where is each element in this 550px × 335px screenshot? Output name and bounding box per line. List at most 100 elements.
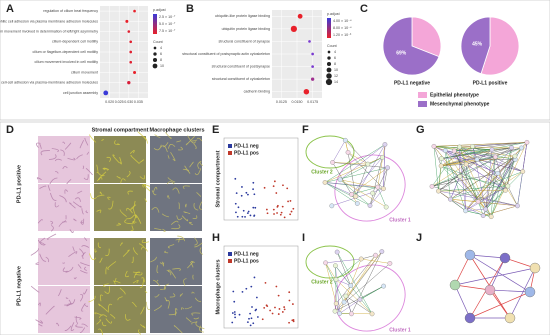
panel-letter: H <box>212 232 220 244</box>
network-edge <box>450 156 516 200</box>
network-node <box>475 199 481 205</box>
legend-label: PD-L1 neg <box>234 143 259 149</box>
texture <box>141 277 145 283</box>
texture <box>30 248 39 256</box>
volcano-point <box>235 211 237 214</box>
network-edge <box>459 146 506 191</box>
texture <box>73 218 77 222</box>
volcano-point <box>281 205 284 208</box>
x-tick-label: 0.035 <box>134 100 143 104</box>
cluster-outline <box>305 135 355 169</box>
network-node <box>438 163 444 169</box>
dot <box>311 65 314 68</box>
legend-swatch <box>418 101 427 107</box>
texture <box>194 168 202 176</box>
network-node <box>439 156 444 161</box>
texture <box>150 256 157 263</box>
volcano-point <box>233 300 236 303</box>
texture <box>57 289 62 297</box>
network-node <box>349 192 354 197</box>
dot <box>133 9 136 13</box>
texture <box>99 191 103 195</box>
texture <box>154 134 161 138</box>
network-edge <box>336 251 351 286</box>
texture <box>119 287 126 295</box>
network-edge <box>335 265 373 314</box>
network-edge <box>340 179 387 208</box>
network-node <box>463 208 468 214</box>
pie-name: PD-L1 positive <box>473 80 508 86</box>
network-node <box>345 150 351 155</box>
row-label: PD-L1 positive <box>16 165 22 203</box>
texture <box>131 200 136 210</box>
network-edge <box>441 165 506 191</box>
texture <box>125 270 130 278</box>
texture <box>129 149 135 154</box>
size-key-label: 4 <box>160 46 162 50</box>
network-node <box>470 144 475 149</box>
network-edge <box>465 210 492 217</box>
legend-swatch <box>228 252 232 256</box>
micrograph <box>150 238 202 285</box>
dot <box>308 40 311 43</box>
texture <box>49 177 58 185</box>
dot <box>127 80 131 85</box>
network-edge <box>433 142 527 147</box>
texture <box>84 304 88 307</box>
volcano-point <box>254 206 257 209</box>
network-node <box>354 201 360 206</box>
volcano-point <box>292 207 295 210</box>
size-key <box>152 57 158 63</box>
volcano-point <box>275 285 278 288</box>
network-edge <box>431 164 467 187</box>
network-node <box>489 147 495 152</box>
size-key <box>326 67 332 73</box>
pie-slice <box>460 16 491 75</box>
volcano-point <box>287 200 289 203</box>
network-edge <box>504 257 536 269</box>
network-edge <box>454 284 491 291</box>
cluster-outline <box>334 264 406 332</box>
texture <box>176 140 182 143</box>
texture <box>199 247 204 255</box>
dot <box>297 13 303 19</box>
texture <box>170 151 176 162</box>
colorbar <box>153 14 157 34</box>
network-node <box>369 311 375 317</box>
texture <box>191 139 198 142</box>
network-edge <box>450 171 523 200</box>
texture <box>103 283 109 288</box>
texture <box>47 185 51 191</box>
y-tick-label: structural constituent of synapse <box>218 39 270 43</box>
texture <box>165 132 172 140</box>
texture <box>178 202 180 210</box>
network-edge <box>383 167 388 189</box>
legend-title: Count <box>153 40 163 44</box>
texture <box>189 161 194 168</box>
texture <box>194 237 198 246</box>
network-node <box>519 145 524 151</box>
network-edge <box>325 182 378 188</box>
volcano-point <box>255 308 258 311</box>
network-node <box>503 187 508 193</box>
texture <box>193 203 199 211</box>
texture <box>178 238 180 243</box>
network-edge <box>445 150 523 172</box>
network-edge <box>477 156 496 202</box>
network-edge <box>332 140 346 163</box>
network-edge <box>369 188 384 206</box>
network-edge <box>450 176 461 200</box>
content: A B C D E F G H I J 0.020 0.025 0.030 0.035 regulation… <box>0 3 541 335</box>
volcano-point <box>250 285 253 288</box>
network-edge <box>477 171 523 202</box>
texture <box>98 303 108 312</box>
texture <box>153 144 162 151</box>
texture <box>37 239 45 246</box>
y-tick-label: structural constituent of postsynaptic a… <box>182 52 270 56</box>
network-edge <box>383 144 386 189</box>
texture <box>101 139 104 141</box>
volcano-point <box>290 210 293 213</box>
texture <box>38 302 41 307</box>
dot <box>127 30 131 33</box>
